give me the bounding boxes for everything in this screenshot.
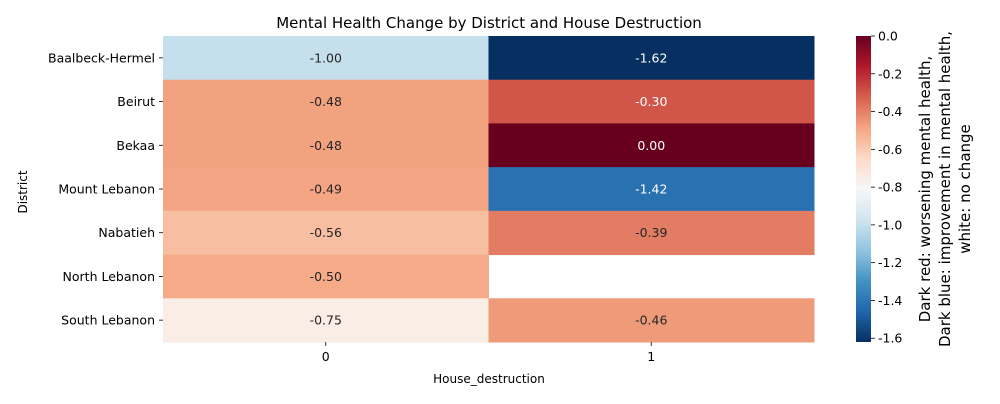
- heatmap-cell: [163, 123, 489, 168]
- colorbar-tick-label: -1.2: [878, 255, 902, 270]
- cell-value-label: -0.30: [635, 94, 667, 109]
- y-tick-label: Bekaa: [116, 138, 155, 153]
- chart-title: Mental Health Change by District and Hou…: [276, 14, 702, 32]
- heatmap-cell: [163, 210, 489, 256]
- y-tick-label: Nabatieh: [98, 225, 155, 240]
- y-tick-label: Baalbeck-Hermel: [48, 50, 155, 65]
- cell-value-label: 0.00: [637, 138, 665, 153]
- colorbar-gradient: [856, 36, 871, 342]
- x-tick-label: 0: [322, 349, 330, 364]
- cell-value-label: -0.56: [310, 225, 342, 240]
- cell-value-label: -0.75: [310, 313, 342, 328]
- cell-value-label: -1.62: [635, 50, 667, 65]
- y-axis-label: District: [16, 170, 30, 213]
- heatmap-cell: [163, 79, 489, 124]
- heatmap-cell: [488, 123, 815, 168]
- heatmap-cell: [488, 298, 815, 343]
- y-tick-labels: Baalbeck-Hermel Beirut Bekaa Mount Lebanon N…: [48, 50, 163, 328]
- heatmap-cell: [163, 167, 489, 212]
- y-tick-label: South Lebanon: [61, 313, 155, 328]
- colorbar-label-line: Dark blue: improvement in mental health,: [936, 31, 954, 347]
- colorbar-label: Dark red: worsening mental health, Dark b…: [916, 31, 974, 347]
- heatmap-cell: [163, 298, 489, 343]
- colorbar-tick-label: -0.4: [878, 104, 902, 119]
- x-axis-label: House_destruction: [433, 372, 545, 386]
- cell-value-label: -1.00: [310, 50, 342, 65]
- heatmap-cell: [163, 36, 489, 81]
- heatmap-cell: [163, 254, 489, 299]
- colorbar-tick-label: -1.6: [878, 331, 902, 346]
- cell-value-label: -0.39: [635, 225, 667, 240]
- heatmap-cell: [488, 167, 815, 212]
- cell-value-label: -0.48: [310, 94, 342, 109]
- heatmap-cells: -1.00 -1.62 -0.48 -0.30 -0.48 0.00 -0.49 -1.42 -…: [163, 36, 815, 343]
- colorbar-tick-label: -0.2: [878, 66, 902, 81]
- colorbar-tick-label: -1.4: [878, 293, 902, 308]
- heatmap-cell: [488, 36, 815, 81]
- cell-value-label: -0.50: [310, 269, 342, 284]
- y-tick-label: Beirut: [117, 94, 155, 109]
- cell-value-label: -0.49: [310, 182, 342, 197]
- colorbar-tick-label: 0.0: [878, 29, 898, 44]
- y-tick-label: Mount Lebanon: [58, 182, 155, 197]
- colorbar-tick-label: -0.8: [878, 180, 902, 195]
- colorbar-ticks: 0.0 -0.2 -0.4 -0.6 -0.8 -1.0 -1.2 -1.4 -1.6: [871, 29, 902, 346]
- colorbar: 0.0 -0.2 -0.4 -0.6 -0.8 -1.0 -1.2 -1.4 -1.6 Dark…: [856, 29, 974, 347]
- heatmap-cell: [488, 210, 815, 256]
- colorbar-label-line: Dark red: worsening mental health,: [916, 56, 934, 323]
- colorbar-tick-label: -0.6: [878, 142, 902, 157]
- colorbar-tick-label: -1.0: [878, 217, 902, 232]
- cell-value-label: -0.46: [635, 313, 667, 328]
- colorbar-label-line: white: no change: [956, 124, 974, 254]
- x-tick-label: 1: [647, 349, 655, 364]
- cell-value-label: -1.42: [635, 182, 667, 197]
- cell-value-label: -0.48: [310, 138, 342, 153]
- heatmap-cell: [488, 79, 815, 124]
- y-tick-label: North Lebanon: [63, 269, 155, 284]
